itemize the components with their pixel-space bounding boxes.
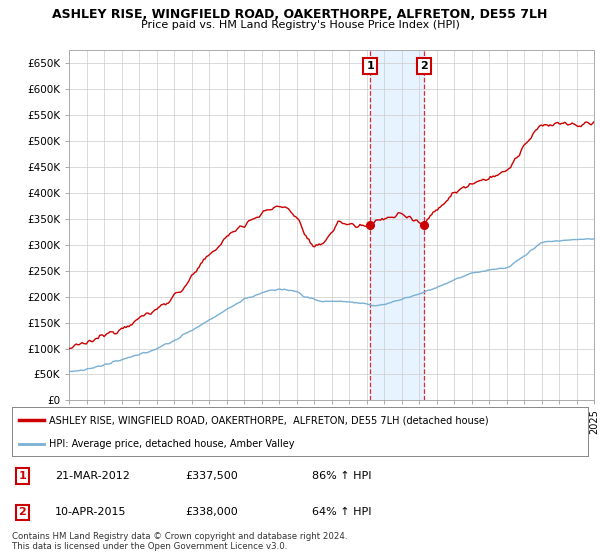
Text: £337,500: £337,500	[185, 471, 238, 481]
Text: ASHLEY RISE, WINGFIELD ROAD, OAKERTHORPE, ALFRETON, DE55 7LH: ASHLEY RISE, WINGFIELD ROAD, OAKERTHORPE…	[52, 8, 548, 21]
Text: Price paid vs. HM Land Registry's House Price Index (HPI): Price paid vs. HM Land Registry's House …	[140, 20, 460, 30]
Text: 1: 1	[19, 471, 26, 481]
Text: 2: 2	[19, 507, 26, 517]
Text: Contains HM Land Registry data © Crown copyright and database right 2024.
This d: Contains HM Land Registry data © Crown c…	[12, 532, 347, 552]
Text: ASHLEY RISE, WINGFIELD ROAD, OAKERTHORPE,  ALFRETON, DE55 7LH (detached house): ASHLEY RISE, WINGFIELD ROAD, OAKERTHORPE…	[49, 416, 489, 426]
Text: 64% ↑ HPI: 64% ↑ HPI	[311, 507, 371, 517]
Text: HPI: Average price, detached house, Amber Valley: HPI: Average price, detached house, Ambe…	[49, 439, 295, 449]
Text: 21-MAR-2012: 21-MAR-2012	[55, 471, 130, 481]
Text: 1: 1	[367, 61, 374, 71]
Text: 2: 2	[420, 61, 428, 71]
Text: £338,000: £338,000	[185, 507, 238, 517]
Text: 10-APR-2015: 10-APR-2015	[55, 507, 127, 517]
Bar	[370, 50, 424, 400]
Text: 86% ↑ HPI: 86% ↑ HPI	[311, 471, 371, 481]
